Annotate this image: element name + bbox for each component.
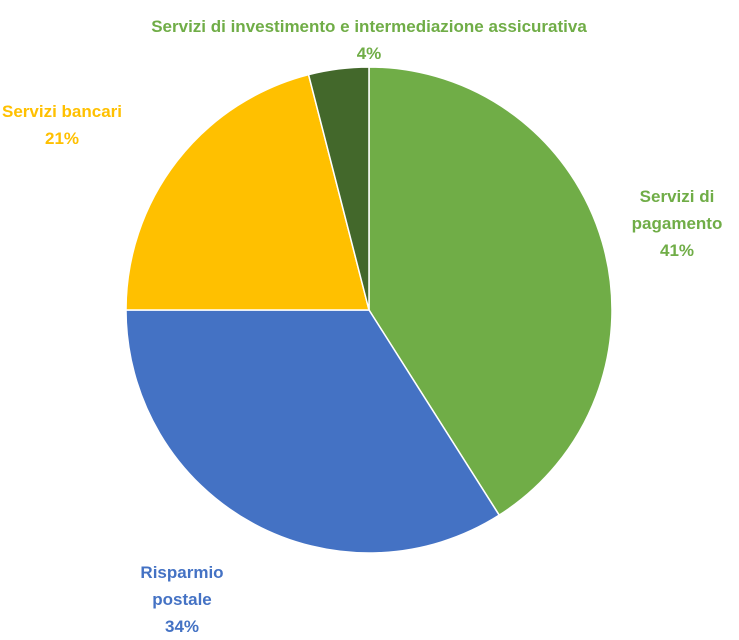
value-label: 4% xyxy=(356,44,382,63)
category-label: Risparmio postale xyxy=(140,563,224,609)
pie-slice xyxy=(125,309,501,554)
pie-slice xyxy=(307,66,370,311)
category-label: Servizi di pagamento xyxy=(631,187,723,233)
pie-slice xyxy=(125,73,370,311)
data-label: Servizi di pagamento 41% xyxy=(617,183,737,264)
data-label: Risparmio postale 34% xyxy=(127,559,237,640)
value-label: 34% xyxy=(164,617,200,636)
category-label: Servizi bancari xyxy=(1,102,122,121)
chart xyxy=(125,66,613,554)
data-label: Servizi di investimento e intermediazion… xyxy=(49,13,689,67)
value-label: 21% xyxy=(44,129,80,148)
pie-slice xyxy=(368,66,613,517)
category-label: Servizi di investimento e intermediazion… xyxy=(151,17,587,36)
value-label: 41% xyxy=(659,241,695,260)
data-label: Servizi bancari 21% xyxy=(0,98,147,152)
page: (() => { const data = JSON.parse(documen… xyxy=(0,13,737,636)
